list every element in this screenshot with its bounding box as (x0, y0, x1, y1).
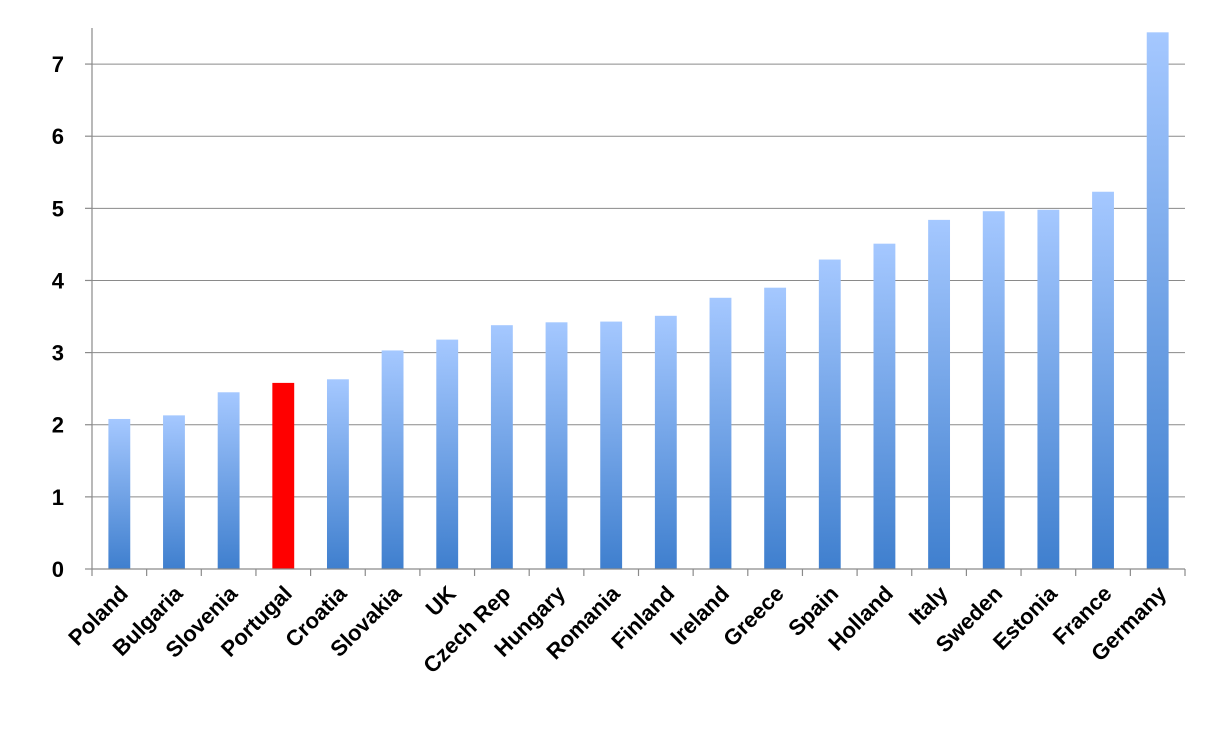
bar-hungary (545, 322, 568, 569)
y-tick-label-3: 3 (52, 341, 64, 366)
bar-portugal (272, 382, 295, 569)
bar-bulgaria (163, 415, 185, 569)
x-category-labels: PolandBulgariaSloveniaPortugalCroatiaSlo… (63, 580, 1171, 678)
bar-romania (600, 321, 623, 569)
bar-uk (436, 339, 459, 569)
bar-czech-rep (490, 325, 513, 569)
bar-france (1092, 191, 1114, 569)
bar-greece (764, 287, 787, 569)
bar-slovakia (381, 350, 404, 569)
bar-slovenia (217, 392, 240, 569)
axes (91, 28, 1186, 576)
x-category-label-greece: Greece (718, 581, 788, 651)
y-tick-label-2: 2 (52, 413, 64, 438)
bar-croatia (326, 379, 349, 569)
y-tick-label-5: 5 (52, 196, 64, 221)
y-tick-label-6: 6 (52, 124, 64, 149)
bar-estonia (1037, 209, 1060, 569)
y-tick-label-4: 4 (52, 268, 65, 293)
gridlines (85, 63, 1185, 570)
y-tick-labels: 0 1 2 3 4 5 6 7 (52, 52, 65, 582)
x-category-label-uk: UK (421, 581, 461, 621)
bar-poland (108, 418, 131, 569)
bar-holland (873, 243, 896, 570)
bar-germany (1146, 32, 1169, 569)
y-tick-label-0: 0 (52, 557, 64, 582)
y-tick-label-1: 1 (52, 485, 64, 510)
bar-sweden (982, 211, 1005, 569)
bars (108, 32, 1169, 570)
y-tick-label-7: 7 (52, 52, 64, 77)
x-category-label-italy: Italy (904, 580, 953, 629)
bar-italy (928, 219, 951, 569)
bar-finland (654, 315, 677, 569)
bar-spain (818, 259, 841, 569)
bar-ireland (709, 297, 732, 569)
